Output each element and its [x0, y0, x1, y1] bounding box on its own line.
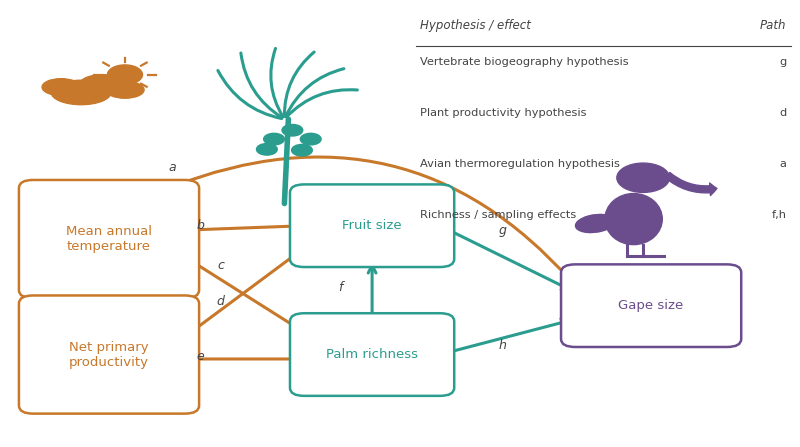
FancyArrowPatch shape	[666, 173, 717, 195]
FancyBboxPatch shape	[290, 185, 454, 267]
Text: Plant productivity hypothesis: Plant productivity hypothesis	[420, 108, 586, 118]
Circle shape	[617, 163, 670, 192]
Text: c: c	[217, 259, 224, 272]
Text: Gape size: Gape size	[618, 299, 684, 312]
Text: Mean annual
temperature: Mean annual temperature	[66, 225, 152, 253]
Text: Avian thermoregulation hypothesis: Avian thermoregulation hypothesis	[420, 159, 620, 169]
FancyArrowPatch shape	[442, 319, 570, 354]
Circle shape	[107, 65, 142, 84]
Text: Richness / sampling effects: Richness / sampling effects	[420, 210, 576, 220]
FancyArrowPatch shape	[442, 227, 570, 290]
FancyBboxPatch shape	[19, 295, 199, 413]
Circle shape	[300, 133, 321, 145]
Text: Palm richness: Palm richness	[326, 348, 418, 361]
Ellipse shape	[79, 75, 126, 94]
Circle shape	[264, 133, 285, 145]
Ellipse shape	[106, 81, 144, 98]
Text: h: h	[498, 339, 506, 352]
Circle shape	[257, 143, 278, 155]
FancyArrowPatch shape	[171, 157, 571, 281]
FancyArrowPatch shape	[187, 222, 298, 230]
FancyArrowPatch shape	[187, 355, 298, 363]
FancyArrowPatch shape	[187, 252, 299, 335]
Text: Vertebrate biogeography hypothesis: Vertebrate biogeography hypothesis	[420, 57, 629, 67]
Text: f: f	[338, 282, 342, 295]
Text: d: d	[217, 295, 225, 308]
Text: b: b	[197, 219, 205, 232]
Circle shape	[291, 144, 312, 156]
FancyBboxPatch shape	[561, 264, 742, 347]
Text: g: g	[498, 224, 506, 236]
FancyBboxPatch shape	[290, 313, 454, 396]
Ellipse shape	[51, 80, 111, 105]
FancyArrowPatch shape	[187, 258, 299, 329]
Text: Hypothesis / effect: Hypothesis / effect	[420, 19, 531, 32]
Ellipse shape	[42, 79, 80, 96]
Text: a: a	[169, 161, 177, 174]
Text: a: a	[780, 159, 786, 169]
Text: Path: Path	[760, 19, 786, 32]
FancyBboxPatch shape	[19, 180, 199, 298]
Text: g: g	[779, 57, 786, 67]
Text: d: d	[779, 108, 786, 118]
Ellipse shape	[575, 215, 615, 232]
Circle shape	[282, 124, 302, 136]
Text: f,h: f,h	[772, 210, 786, 220]
Text: Fruit size: Fruit size	[342, 219, 402, 232]
Text: e: e	[197, 350, 205, 363]
Text: Net primary
productivity: Net primary productivity	[69, 341, 149, 368]
Ellipse shape	[605, 194, 662, 245]
FancyArrowPatch shape	[368, 265, 376, 318]
